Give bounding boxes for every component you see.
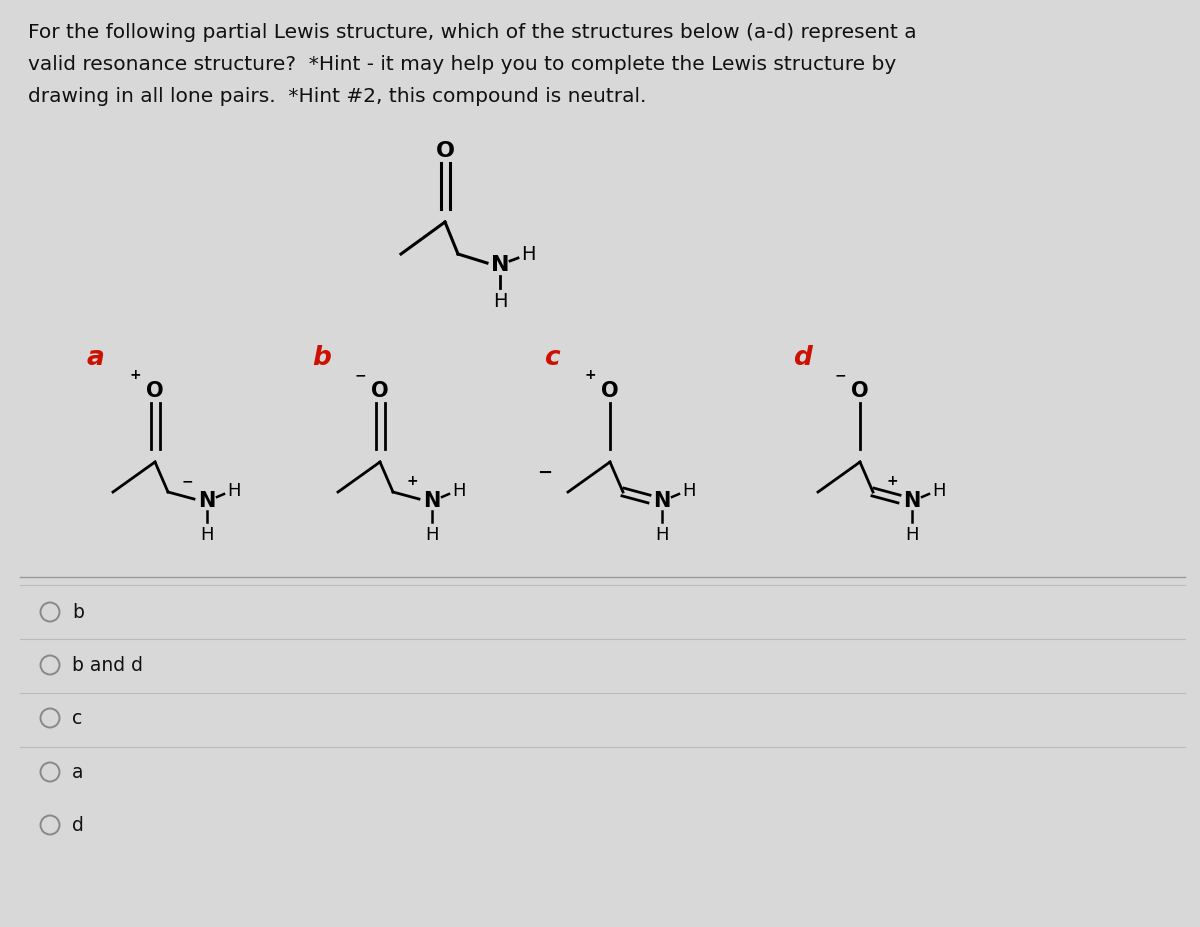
Text: H: H <box>227 481 241 500</box>
Text: H: H <box>493 292 508 311</box>
Text: d: d <box>792 345 811 371</box>
Text: N: N <box>491 255 509 274</box>
Text: −: − <box>834 368 846 382</box>
Text: N: N <box>424 490 440 511</box>
Text: −: − <box>538 464 552 481</box>
Text: H: H <box>200 526 214 543</box>
Text: −: − <box>354 368 366 382</box>
Text: O: O <box>436 141 455 160</box>
Text: N: N <box>198 490 216 511</box>
Text: valid resonance structure?  *Hint - it may help you to complete the Lewis struct: valid resonance structure? *Hint - it ma… <box>28 55 896 74</box>
Text: H: H <box>521 246 535 264</box>
Text: a: a <box>72 763 84 781</box>
Text: −: − <box>181 474 193 488</box>
Text: H: H <box>452 481 466 500</box>
Text: c: c <box>544 345 560 371</box>
Text: c: c <box>72 709 83 728</box>
Text: N: N <box>653 490 671 511</box>
Text: For the following partial Lewis structure, which of the structures below (a-d) r: For the following partial Lewis structur… <box>28 23 917 42</box>
Text: drawing in all lone pairs.  *Hint #2, this compound is neutral.: drawing in all lone pairs. *Hint #2, thi… <box>28 87 647 106</box>
Text: O: O <box>601 381 619 400</box>
Text: O: O <box>146 381 164 400</box>
Text: +: + <box>886 474 898 488</box>
Text: +: + <box>130 368 140 382</box>
Text: +: + <box>584 368 596 382</box>
Text: N: N <box>904 490 920 511</box>
Text: H: H <box>425 526 439 543</box>
Text: b: b <box>312 345 331 371</box>
Text: H: H <box>655 526 668 543</box>
Text: b: b <box>72 603 84 622</box>
Text: O: O <box>371 381 389 400</box>
Text: b and d: b and d <box>72 655 143 675</box>
Text: H: H <box>683 481 696 500</box>
Text: a: a <box>86 345 104 371</box>
Text: H: H <box>905 526 919 543</box>
Text: d: d <box>72 816 84 834</box>
Text: H: H <box>932 481 946 500</box>
Text: O: O <box>851 381 869 400</box>
Text: +: + <box>406 474 418 488</box>
